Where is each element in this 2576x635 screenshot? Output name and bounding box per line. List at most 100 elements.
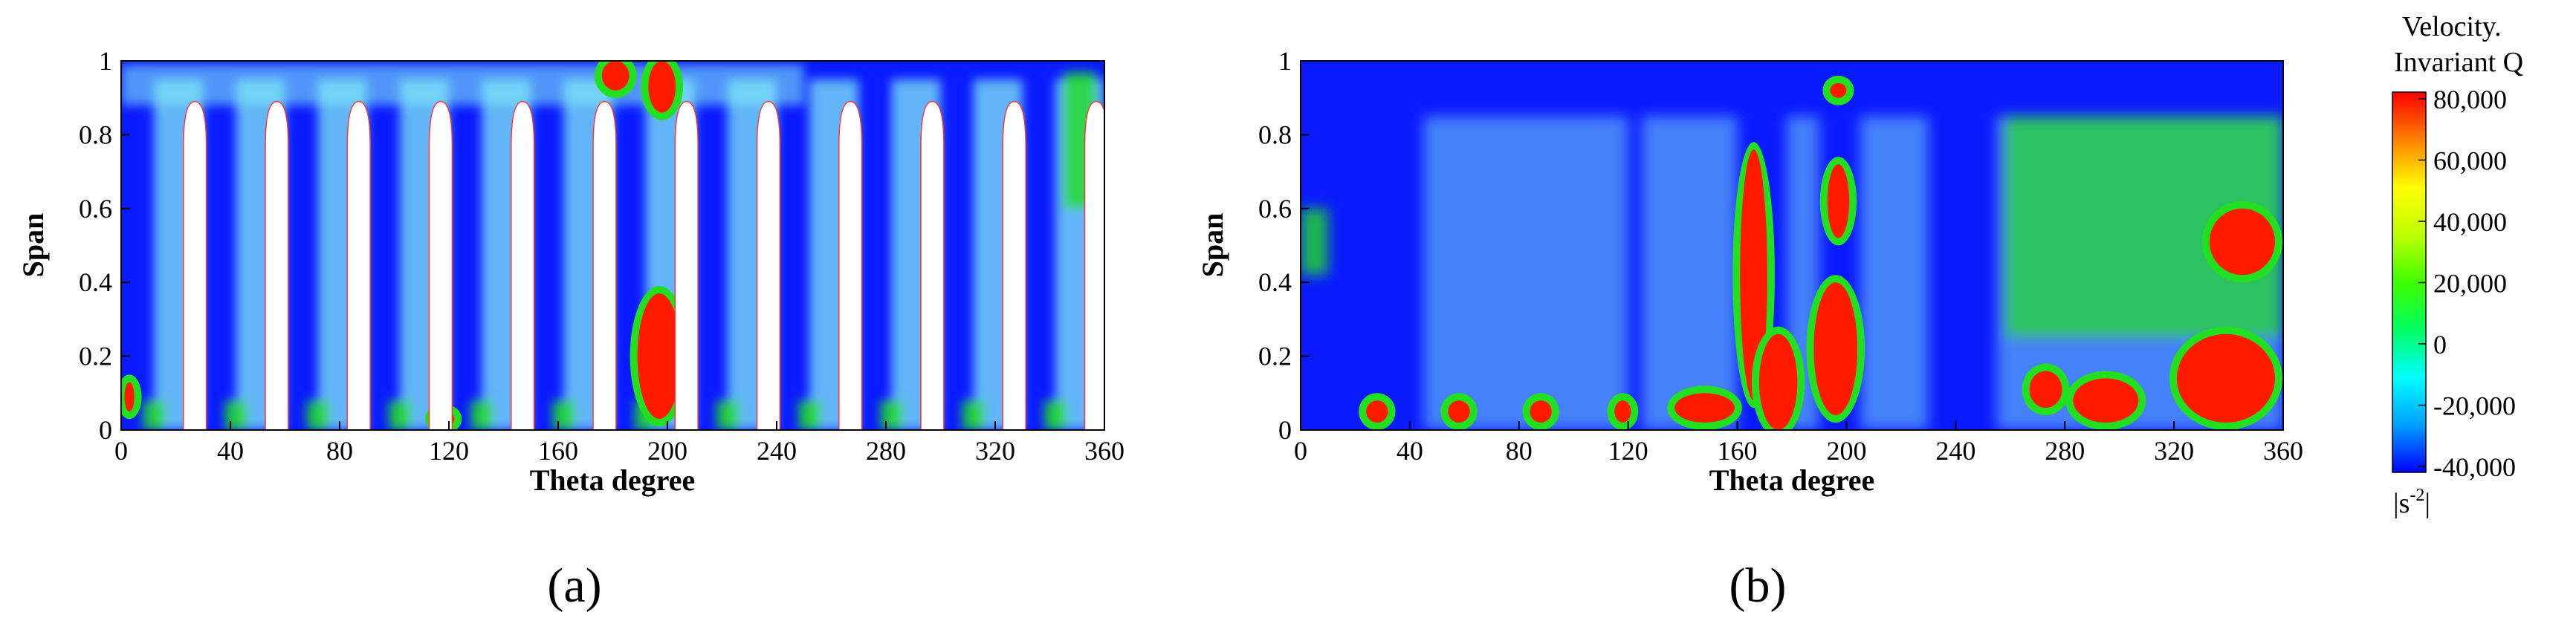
x-tick-label: 280	[2045, 436, 2085, 466]
blade	[428, 100, 453, 430]
blade	[756, 100, 781, 430]
colorbar-title-line2: Invariant Q	[2394, 47, 2523, 78]
panel-b-y-ticks: 0 0.2 0.4 0.6 0.8 1	[1258, 46, 1310, 445]
colorbar-tick-label: 80,000	[2433, 85, 2507, 114]
high-q-core	[2176, 333, 2275, 423]
x-tick-label: 120	[429, 436, 469, 466]
y-tick-label: 0.2	[1258, 342, 1292, 371]
colorbar: Velocity. Invariant Q 80,000 60,000 40,000…	[2392, 11, 2523, 519]
x-tick-label: 0	[114, 436, 128, 466]
high-q-core	[1758, 333, 1798, 430]
x-tick-label: 360	[1084, 436, 1124, 466]
x-tick-label: 280	[866, 436, 906, 466]
panel-b-label: (b)	[1729, 559, 1787, 613]
high-q-core	[1530, 400, 1552, 423]
panel-b-texture	[1301, 116, 2283, 430]
high-q-core	[648, 61, 676, 113]
panel-a-frame	[120, 60, 1105, 431]
x-tick-label: 320	[2154, 436, 2194, 466]
x-tick-label: 160	[538, 436, 578, 466]
panel-a-x-ticks: 0 40 80 120 160 200 240 280 320 360	[114, 421, 1124, 466]
high-q-core	[1740, 149, 1767, 401]
high-q-core	[2029, 371, 2062, 408]
panel-a-heatmap: 0 40 80 120 160 200 240 280 320 360 0 0.2 0.4 0.6 0.8…	[16, 46, 1124, 613]
high-q-core	[2073, 378, 2139, 423]
panel-b-frame	[1300, 60, 2284, 431]
panel-a-tip-band	[121, 64, 804, 105]
blade	[183, 100, 207, 430]
blade	[674, 100, 699, 430]
colorbar-title-line1: Velocity.	[2402, 11, 2502, 42]
x-tick-label: 240	[1935, 436, 1975, 466]
colorbar-tick-label: 0	[2433, 330, 2447, 359]
colorbar-ticks: 80,000 60,000 40,000 20,000 0 -20,000 -40,000	[2418, 85, 2516, 482]
high-q-core	[1827, 164, 1850, 238]
blade	[838, 100, 863, 430]
high-q-core	[1448, 400, 1470, 423]
x-tick-label: 40	[217, 436, 244, 466]
panel-a-field	[121, 61, 1104, 430]
panel-a-hub-band	[1044, 400, 1067, 430]
x-tick-label: 360	[2263, 436, 2303, 466]
blade	[1002, 100, 1026, 430]
colorbar-tick-label: 40,000	[2433, 207, 2507, 237]
blade	[1084, 100, 1104, 430]
colorbar-unit-exponent: -2	[2410, 486, 2424, 505]
panel-b-x-ticks: 0 40 80 120 160 200 240 280 320 360	[1294, 421, 2303, 466]
x-tick-label: 80	[1506, 436, 1533, 466]
panel-a-hub-band	[470, 400, 493, 430]
panel-a-hub-band	[224, 400, 247, 430]
high-q-core	[2209, 208, 2275, 276]
panel-b-wake-band	[1642, 116, 1738, 430]
x-tick-label: 80	[326, 436, 353, 466]
colorbar-tick-label: 60,000	[2433, 146, 2507, 176]
y-tick-label: 0.6	[79, 194, 112, 224]
y-tick-label: 0	[1278, 415, 1292, 445]
panel-a-hub-band	[143, 400, 165, 430]
x-tick-label: 200	[1826, 436, 1866, 466]
colorbar-tick-label: -40,000	[2433, 452, 2516, 482]
high-q-core	[1674, 393, 1735, 423]
high-q-core	[1813, 282, 1858, 416]
high-q-core	[601, 61, 630, 91]
panel-b-field	[1301, 75, 2283, 430]
panel-b-y-label: Span	[1196, 213, 1229, 278]
y-tick-label: 0.8	[1258, 120, 1292, 149]
panel-b-high-q-regions	[1359, 75, 2282, 430]
high-q-core	[1830, 82, 1847, 98]
panel-a-hub-band	[389, 400, 411, 430]
y-tick-label: 0.4	[79, 267, 112, 297]
panel-a-hub-band	[962, 400, 985, 430]
y-tick-label: 0.2	[79, 342, 112, 371]
blade	[346, 100, 371, 430]
panel-b-wake-band	[1423, 116, 1628, 430]
y-tick-label: 1	[99, 46, 112, 76]
panel-a-hub-band	[880, 400, 903, 430]
x-tick-label: 320	[975, 436, 1015, 466]
high-q-core	[637, 293, 682, 420]
y-tick-label: 0.6	[1258, 194, 1292, 224]
blade	[265, 100, 289, 430]
y-tick-label: 1	[1278, 46, 1292, 76]
panel-a-blades	[183, 100, 1104, 430]
panel-b-left-green	[1301, 208, 1328, 276]
colorbar-unit-prefix: |s	[2393, 488, 2410, 519]
blade	[920, 100, 945, 430]
high-q-core	[1614, 400, 1631, 423]
panel-a-hub-band	[552, 400, 575, 430]
panel-a-y-label: Span	[16, 213, 50, 278]
colorbar-unit-suffix: |	[2424, 488, 2430, 519]
colorbar-tick-label: 20,000	[2433, 269, 2507, 299]
x-tick-label: 0	[1294, 436, 1307, 466]
x-tick-label: 200	[647, 436, 687, 466]
panel-a-label: (a)	[547, 559, 601, 613]
panel-a-hub-band	[716, 400, 739, 430]
high-q-core	[124, 382, 135, 412]
blade	[511, 100, 535, 430]
panel-b-heatmap: 0 40 80 120 160 200 240 280 320 360 0 0.2 0.4 0.6 0.8…	[1196, 46, 2303, 613]
y-tick-label: 0.8	[79, 120, 112, 149]
high-q-core	[1366, 400, 1388, 423]
colorbar-tick-label: -20,000	[2433, 391, 2516, 421]
colorbar-unit: |s-2|	[2393, 486, 2430, 519]
